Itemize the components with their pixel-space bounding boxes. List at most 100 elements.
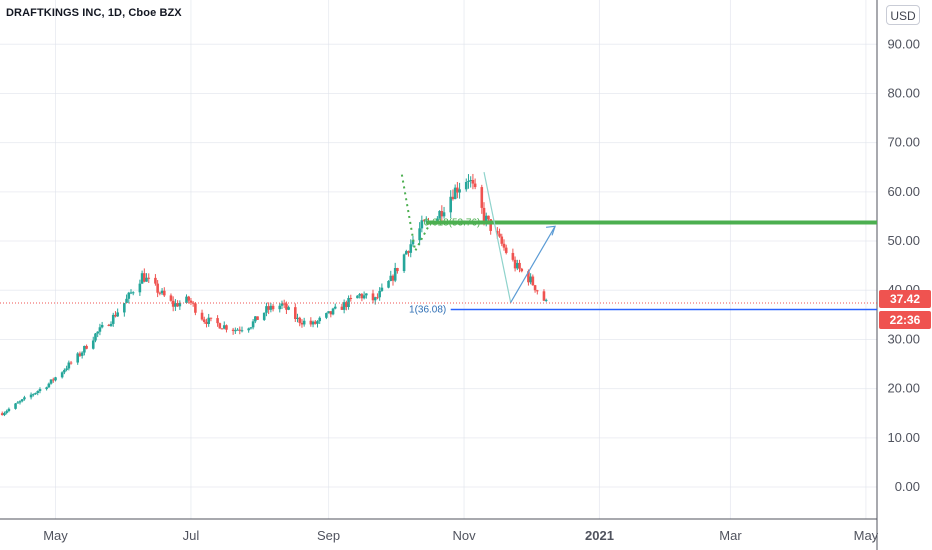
x-tick-label: Sep: [317, 528, 340, 543]
candle-body: [147, 277, 151, 279]
candle-body: [216, 318, 219, 324]
candle-body: [14, 403, 17, 409]
candle-body: [376, 297, 379, 299]
candle-body: [200, 312, 204, 320]
candle-body: [405, 251, 408, 255]
candle-body: [391, 275, 395, 281]
candle-body: [482, 207, 486, 222]
fib-level-label: 0.618(53.76): [424, 218, 481, 229]
candle-body: [209, 317, 213, 319]
candle-body: [280, 303, 284, 306]
candle-body: [300, 322, 304, 325]
candle-body: [191, 302, 195, 304]
candle-body: [111, 314, 115, 324]
candle-body: [544, 299, 548, 301]
candle-body: [327, 311, 330, 314]
candle-body: [5, 411, 8, 413]
candle-body: [32, 394, 35, 396]
candle-body: [100, 324, 104, 328]
candle-body: [67, 362, 71, 369]
candle-body: [358, 294, 361, 296]
candle-body: [480, 187, 484, 208]
candle-body: [271, 305, 275, 310]
candle-body: [114, 314, 117, 317]
candle-body: [83, 345, 86, 353]
candle-body: [365, 293, 368, 296]
countdown-badge: 22:36: [879, 311, 931, 329]
candle-body: [3, 412, 6, 416]
candle-body: [247, 328, 250, 331]
candle-body: [18, 401, 22, 403]
candle-body: [371, 293, 375, 301]
candle-body: [194, 303, 197, 313]
candle-body: [473, 183, 477, 188]
y-tick-label: 60.00: [887, 184, 920, 199]
y-tick-label: 10.00: [887, 430, 920, 445]
candle-body: [251, 321, 255, 328]
candle-body: [69, 362, 73, 364]
candle-body: [458, 189, 461, 193]
candle-body: [331, 308, 335, 315]
candle-body: [265, 306, 268, 313]
candle-body: [98, 327, 102, 332]
candle-body: [311, 321, 315, 325]
candle-body: [47, 383, 51, 388]
candle-body: [65, 368, 68, 370]
currency-button[interactable]: USD: [886, 5, 920, 25]
candle-body: [234, 330, 237, 332]
candle-body: [420, 220, 424, 229]
candle-body: [51, 379, 55, 381]
candle-body: [407, 251, 410, 253]
candle-body: [387, 280, 390, 288]
candle-body: [16, 402, 20, 404]
candle-body: [20, 399, 24, 402]
candle-body: [313, 321, 317, 324]
candle-body: [393, 267, 397, 281]
candle-body: [285, 303, 288, 310]
candle-body: [502, 243, 506, 248]
candle-body: [464, 182, 468, 190]
candle-body: [205, 321, 208, 325]
candle-body: [422, 220, 426, 222]
candle-body: [411, 240, 415, 245]
candle-body: [222, 325, 226, 329]
candle-body: [94, 333, 97, 341]
candle-body: [45, 387, 48, 390]
base-level-label: 1(36.08): [409, 305, 446, 316]
candle-body: [516, 262, 519, 269]
candle-body: [316, 321, 319, 324]
candle-body: [78, 353, 82, 356]
x-tick-label: Jul: [183, 528, 200, 543]
candle-body: [169, 295, 173, 301]
candle-body: [467, 180, 470, 183]
candle-body: [287, 307, 290, 310]
candle-body: [451, 196, 455, 200]
candle-body: [536, 290, 539, 292]
candle-body: [240, 330, 244, 332]
candle-body: [484, 215, 488, 222]
candle-body: [49, 379, 53, 384]
candle-body: [496, 230, 499, 234]
candle-body: [85, 345, 88, 349]
x-tick-label: May: [854, 528, 879, 543]
candle-body: [298, 317, 302, 323]
candle-body: [91, 340, 95, 349]
candle-body: [127, 292, 131, 299]
candle-body: [438, 211, 441, 219]
candle-body: [129, 292, 133, 294]
candle-body: [278, 305, 282, 310]
candle-body: [389, 275, 393, 281]
candle-body: [238, 329, 242, 331]
candle-body: [333, 306, 337, 309]
candle-body: [34, 392, 37, 395]
candle-body: [143, 273, 146, 282]
candle-body: [23, 397, 26, 400]
chart-title: DRAFTKINGS INC, 1D, Cboe BZX: [6, 7, 182, 19]
candle-body: [116, 312, 119, 317]
candle-body: [262, 312, 266, 320]
candle-body: [218, 323, 222, 329]
candle-body: [531, 276, 535, 286]
candle-body: [449, 196, 453, 213]
